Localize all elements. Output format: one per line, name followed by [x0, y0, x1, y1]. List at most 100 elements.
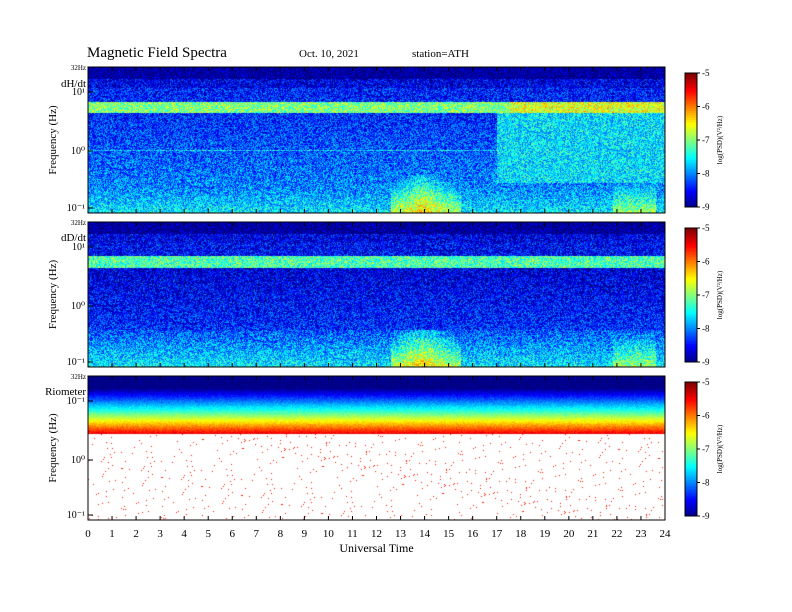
colorbar-cell — [685, 415, 697, 419]
colorbar-cell — [685, 346, 697, 350]
colorbar-cell — [685, 312, 697, 316]
y-tick-label: 10⁰ — [71, 455, 85, 466]
colorbar-cell — [685, 270, 697, 274]
colorbar-cell — [685, 408, 697, 412]
colorbar-cell — [685, 93, 697, 96]
spectrogram-3-wrap — [88, 376, 665, 520]
colorbar-tick-label: -7 — [702, 444, 710, 454]
colorbar-cell — [685, 339, 697, 343]
colorbar-cell — [685, 295, 697, 298]
colorbar-cell — [685, 433, 697, 437]
panel-label: dH/dt — [61, 78, 86, 90]
colorbar-cell — [685, 442, 697, 446]
colorbar-cell — [685, 317, 697, 321]
colorbar-tick-label: -6 — [702, 257, 710, 267]
colorbar-cell — [685, 106, 697, 110]
y-tick-label: 10¹ — [72, 87, 85, 98]
colorbar-cell — [685, 435, 697, 439]
colorbar-cell — [685, 473, 697, 477]
colorbar-cell — [685, 428, 697, 432]
colorbar-cell — [685, 281, 697, 285]
colorbar-cell — [685, 243, 697, 247]
colorbar-cell — [685, 489, 697, 492]
colorbar-cell — [685, 308, 697, 312]
colorbar-cell — [685, 480, 697, 483]
colorbar-cell — [685, 348, 697, 352]
panel-label: Riometer — [45, 386, 86, 398]
colorbar-cell — [685, 332, 697, 336]
colorbar-cell — [685, 97, 697, 101]
colorbar-cell — [685, 236, 697, 240]
colorbar-cell — [685, 88, 697, 92]
colorbar-cell — [685, 513, 697, 517]
colorbar-tick-label: -5 — [702, 377, 710, 387]
colorbar-cell — [685, 350, 697, 354]
colorbar-cell — [685, 133, 697, 137]
colorbar-cell — [685, 128, 697, 132]
y-top-label: 32Hz — [71, 219, 86, 227]
colorbar-cell — [685, 77, 697, 81]
colorbar-cell — [685, 232, 697, 236]
x-tick-label: 1 — [109, 528, 115, 540]
colorbar-cell — [685, 75, 697, 78]
colorbar-cell — [685, 402, 697, 405]
x-tick-label: 12 — [371, 528, 382, 540]
colorbar-tick-label: -8 — [702, 478, 710, 488]
colorbar-cell — [685, 151, 697, 154]
colorbar-cell — [685, 330, 697, 334]
colorbar-cell — [685, 357, 697, 361]
colorbar-cell — [685, 444, 697, 448]
colorbar-cell — [685, 144, 697, 148]
colorbar-cell — [685, 406, 697, 410]
x-tick-label: 0 — [85, 528, 91, 540]
colorbar-cell — [685, 446, 697, 450]
colorbar-cell — [685, 73, 697, 76]
colorbar-cell — [685, 451, 697, 454]
colorbar-cell — [685, 382, 697, 385]
colorbar-cell — [685, 431, 697, 434]
x-tick-label: 5 — [205, 528, 211, 540]
colorbar-cell — [685, 204, 697, 208]
colorbar-cell — [685, 288, 697, 292]
colorbar-cell — [685, 113, 697, 116]
colorbar-cell — [685, 277, 697, 280]
colorbar-cell — [685, 478, 697, 481]
colorbar-cell — [685, 493, 697, 497]
colorbar-tick-label: -9 — [702, 511, 710, 521]
x-tick-label: 20 — [563, 528, 575, 540]
x-tick-label: 24 — [660, 528, 672, 540]
y-top-label: 32Hz — [71, 373, 86, 381]
colorbar-cell — [685, 200, 697, 204]
colorbar-cell — [685, 413, 697, 416]
y-tick-label: 10⁻¹ — [67, 510, 85, 521]
colorbar-cell — [685, 108, 697, 112]
spectrogram-1 — [88, 67, 665, 213]
colorbar-cell — [685, 286, 697, 289]
colorbar-cell — [685, 99, 697, 103]
colorbar-cell — [685, 173, 697, 177]
colorbar-cell — [685, 455, 697, 459]
x-tick-label: 18 — [515, 528, 527, 540]
colorbar-cell — [685, 186, 697, 190]
colorbar-cell — [685, 299, 697, 303]
x-tick-label: 6 — [230, 528, 236, 540]
panel-label: dD/dt — [61, 232, 86, 244]
colorbar-cell — [685, 245, 697, 249]
x-tick-label: 15 — [443, 528, 455, 540]
colorbar-cell — [685, 466, 697, 470]
colorbar-cell — [685, 261, 697, 265]
colorbar-cell — [685, 399, 697, 403]
colorbar-cell — [685, 86, 697, 90]
colorbar-cell — [685, 303, 697, 307]
colorbar-cell — [685, 390, 697, 394]
colorbar-cell — [685, 495, 697, 499]
x-tick-label: 14 — [419, 528, 431, 540]
colorbar-cell — [685, 175, 697, 179]
x-tick-label: 2 — [133, 528, 139, 540]
colorbar-cell — [685, 241, 697, 245]
colorbar-cell — [685, 198, 697, 201]
colorbar-cell — [685, 457, 697, 461]
colorbar-cell — [685, 84, 697, 87]
colorbar-cell — [685, 265, 697, 269]
